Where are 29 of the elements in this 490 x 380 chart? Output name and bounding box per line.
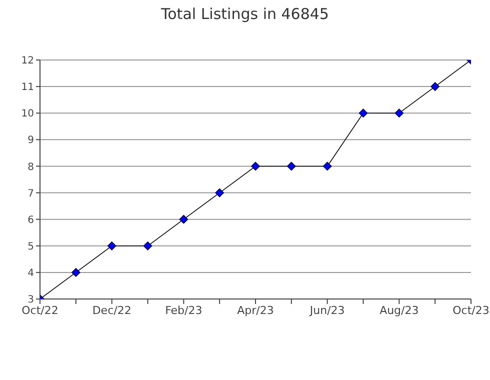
x-tick-label: Oct/23: [452, 304, 490, 317]
point: [322, 162, 332, 171]
point: [287, 162, 296, 171]
point: [143, 241, 152, 250]
x-tick-label: Oct/22: [22, 304, 58, 317]
y-tick-label: 11: [21, 82, 34, 94]
x-tick-label: Dec/22: [92, 304, 132, 317]
y-tick-label: 6: [28, 214, 34, 226]
point: [72, 268, 80, 277]
point: [179, 214, 188, 224]
chart-title: Total Listings in 46845: [160, 5, 330, 23]
point: [394, 108, 404, 118]
point: [251, 162, 260, 171]
x-tick-label: Apr/23: [237, 304, 274, 317]
y-tick-label: 9: [28, 135, 34, 146]
y-tick-label: 3: [28, 294, 34, 306]
y-tick-label: 4: [28, 268, 34, 279]
x-tick-label: Feb/23: [165, 304, 202, 317]
y-tick-label: 7: [28, 188, 34, 200]
y-tick-label: 10: [21, 108, 34, 120]
y-tick-label: 8: [28, 162, 34, 173]
point: [107, 241, 116, 250]
x-tick-label: Jun/23: [308, 304, 345, 317]
y-tick-label: 12: [21, 56, 34, 67]
x-tick-label: Aug/23: [380, 304, 419, 317]
y-tick-label: 5: [28, 241, 34, 252]
point: [215, 188, 224, 198]
point: [358, 108, 368, 118]
point: [430, 82, 440, 91]
